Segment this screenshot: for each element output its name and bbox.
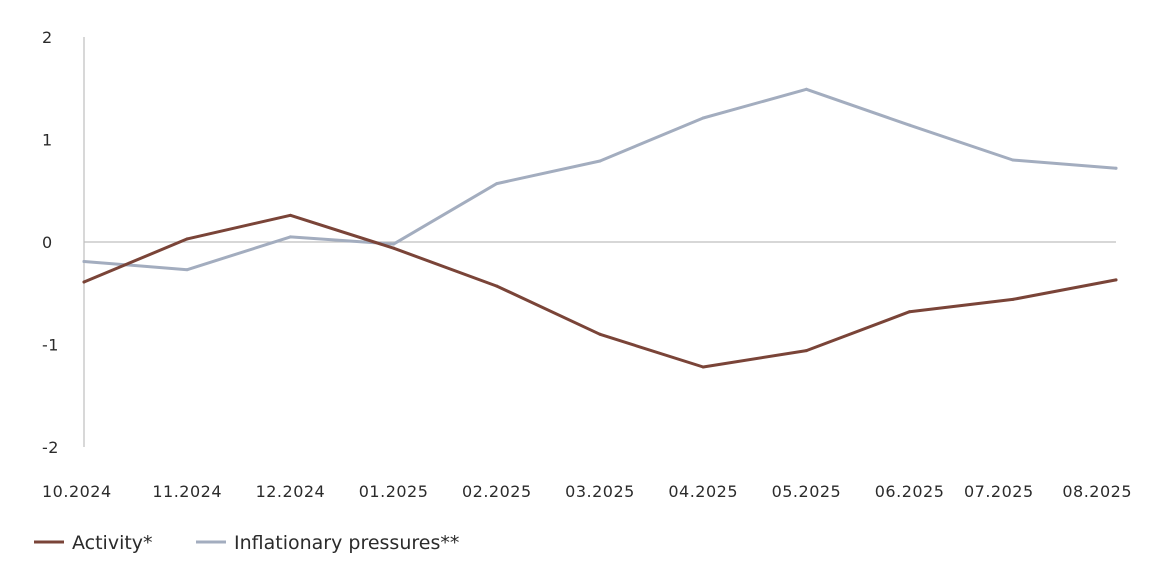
- data-point: [701, 365, 705, 369]
- y-tick-label: 0: [42, 233, 53, 252]
- data-point: [82, 259, 86, 263]
- x-tick-label: 07.2025: [964, 482, 1034, 501]
- data-point: [288, 213, 292, 217]
- x-tick-label: 03.2025: [565, 482, 635, 501]
- x-tick-label: 06.2025: [875, 482, 945, 501]
- data-point: [804, 87, 808, 91]
- series-line-activity: [82, 213, 1118, 369]
- data-point: [908, 310, 912, 314]
- x-tick-label: 05.2025: [772, 482, 842, 501]
- x-tick-label: 04.2025: [668, 482, 738, 501]
- x-tick-label: 02.2025: [462, 482, 532, 501]
- data-point: [1114, 278, 1118, 282]
- data-point: [804, 349, 808, 353]
- legend: Activity* Inflationary pressures**: [34, 532, 459, 554]
- x-tick-label: 11.2024: [152, 482, 222, 501]
- data-point: [82, 280, 86, 284]
- y-tick-label: 1: [42, 131, 53, 150]
- data-point: [495, 182, 499, 186]
- legend-label: Activity*: [72, 532, 153, 554]
- x-tick-label: 10.2024: [42, 482, 112, 501]
- data-point: [392, 246, 396, 250]
- x-tick-label: 12.2024: [256, 482, 326, 501]
- x-tick-label: 08.2025: [1062, 482, 1132, 501]
- y-tick-label: 2: [42, 28, 53, 47]
- data-point: [908, 123, 912, 127]
- data-point: [701, 116, 705, 120]
- data-point: [495, 284, 499, 288]
- data-point: [1011, 297, 1015, 301]
- x-axis: 10.2024 11.2024 12.2024 01.2025 02.2025 03.20…: [42, 482, 1132, 501]
- data-point: [1011, 158, 1015, 162]
- data-point: [288, 235, 292, 239]
- data-point: [185, 268, 189, 272]
- data-point: [598, 332, 602, 336]
- y-tick-label: -2: [42, 438, 59, 457]
- data-point: [185, 237, 189, 241]
- series-line-inflationary-pressures: [82, 87, 1118, 272]
- data-point: [1114, 166, 1118, 170]
- data-point: [598, 159, 602, 163]
- x-tick-label: 01.2025: [359, 482, 429, 501]
- data-point: [392, 242, 396, 246]
- series-lines: [82, 87, 1118, 369]
- legend-label: Inflationary pressures**: [234, 532, 459, 554]
- y-tick-label: -1: [42, 336, 59, 355]
- y-axis: 2 1 0 -1 -2: [42, 28, 1116, 457]
